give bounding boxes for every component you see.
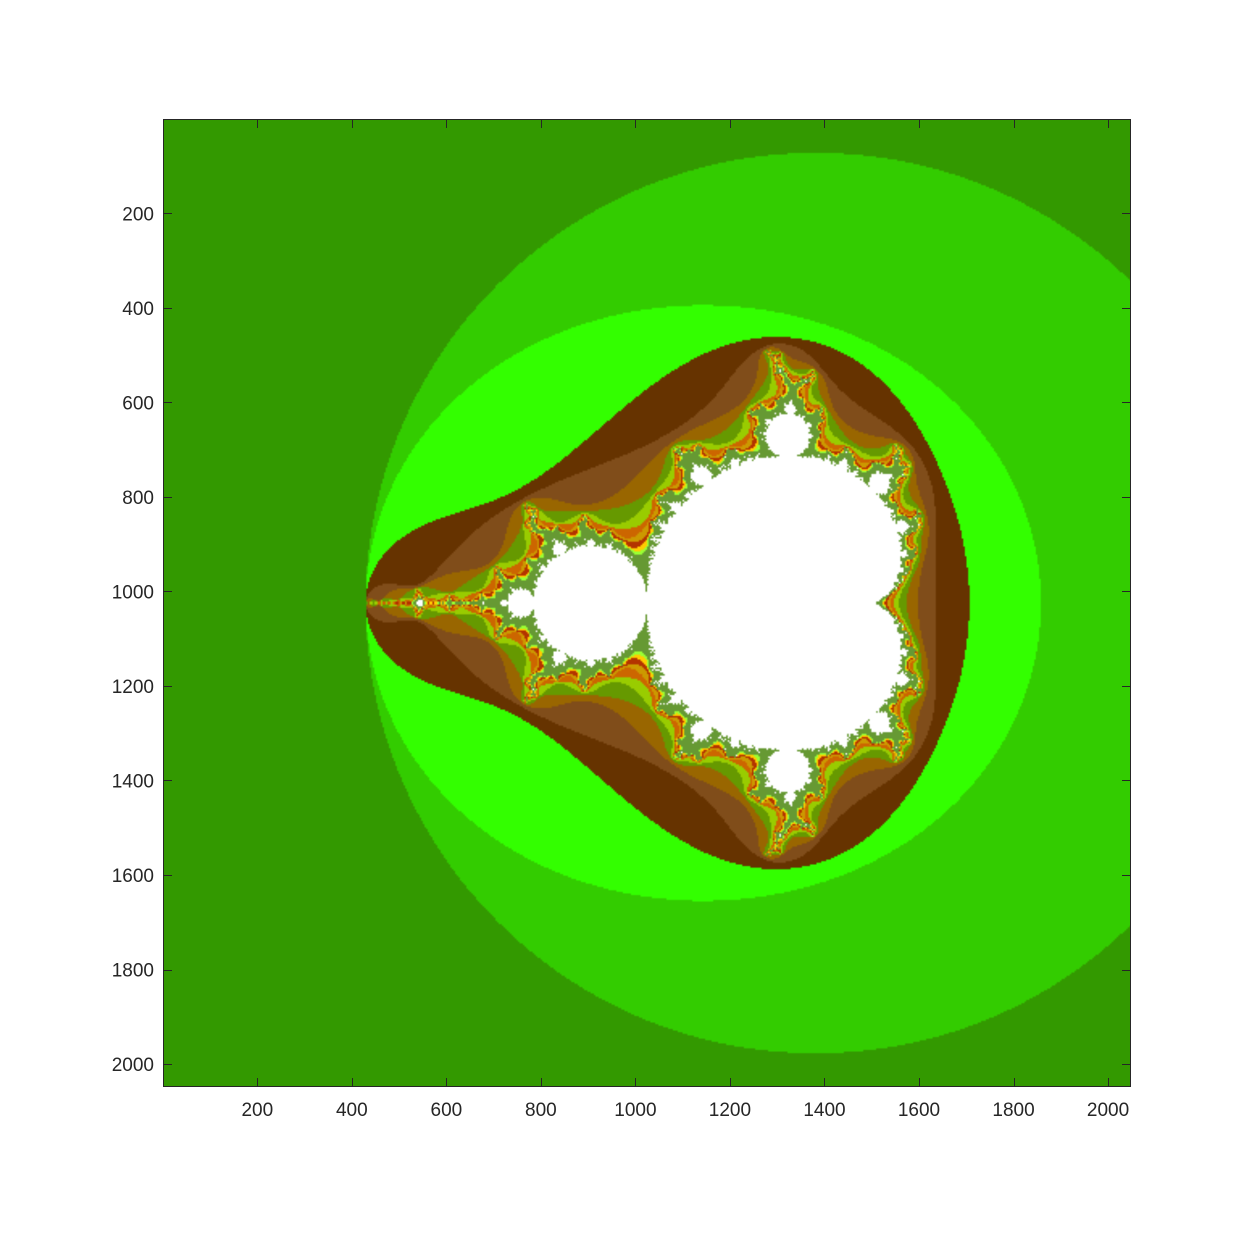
y-tick-label: 200 — [122, 204, 154, 225]
y-axis: 200 400 600 800 1000 1200 1400 1600 1800 2000 — [112, 204, 1131, 1076]
y-tick-label: 1000 — [112, 582, 154, 603]
y-tick-label: 600 — [122, 393, 154, 414]
mandelbrot-heatmap-image — [163, 119, 1131, 1087]
x-tick-label: 800 — [525, 1100, 557, 1121]
x-tick-label: 2000 — [1087, 1100, 1129, 1121]
y-tick-label: 1200 — [112, 677, 154, 698]
y-tick-label: 1400 — [112, 771, 154, 792]
x-tick-label: 1200 — [709, 1100, 751, 1121]
x-tick-label: 600 — [431, 1100, 463, 1121]
x-tick-label: 400 — [336, 1100, 368, 1121]
y-tick-label: 400 — [122, 299, 154, 320]
y-tick-label: 1800 — [112, 961, 154, 982]
x-tick-label: 1800 — [992, 1100, 1034, 1121]
x-tick-label: 1600 — [898, 1100, 940, 1121]
y-tick-label: 1600 — [112, 866, 154, 887]
y-tick-label: 2000 — [112, 1055, 154, 1076]
x-tick-label: 200 — [241, 1100, 273, 1121]
plot-area — [163, 119, 1131, 1087]
x-tick-label: 1400 — [803, 1100, 845, 1121]
x-axis: 200 400 600 800 1000 1200 1400 1600 1800 2000 — [241, 119, 1129, 1121]
x-tick-label: 1000 — [614, 1100, 656, 1121]
axes-box — [163, 119, 1131, 1087]
y-tick-label: 800 — [122, 488, 154, 509]
